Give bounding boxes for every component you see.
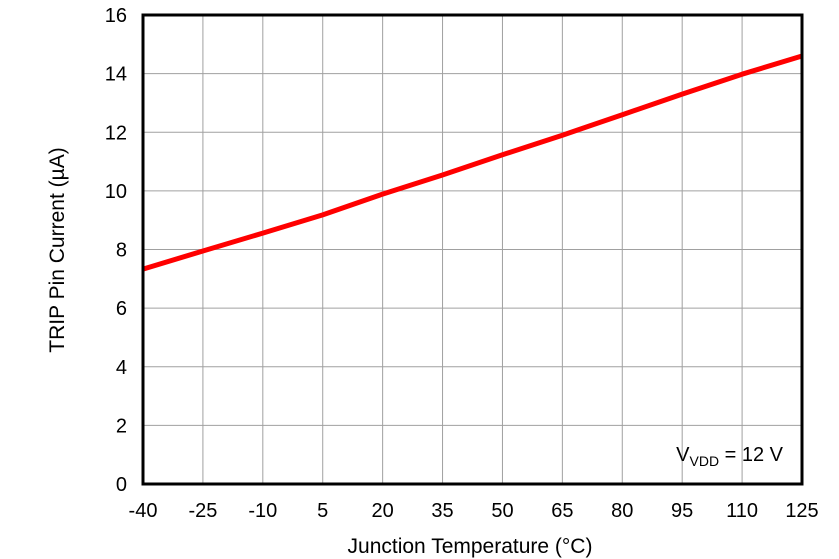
annotation-main: V xyxy=(676,444,690,466)
y-tick-label: 12 xyxy=(105,122,127,144)
x-tick-label: 110 xyxy=(726,500,758,522)
x-tick-label: -25 xyxy=(188,500,217,522)
plot-frame xyxy=(141,13,804,486)
x-tick-label: 65 xyxy=(551,500,573,522)
x-tick-label: -40 xyxy=(129,500,158,522)
y-axis-tick-labels: 0 2 4 6 8 10 12 14 16 xyxy=(105,5,127,496)
y-tick-label: 10 xyxy=(105,181,127,203)
y-tick-label: 0 xyxy=(116,474,127,496)
y-tick-label: 4 xyxy=(116,357,127,379)
x-tick-label: 125 xyxy=(785,500,818,522)
x-axis-tick-labels: -40 -25 -10 5 20 35 50 65 80 95 110 125 xyxy=(129,500,819,522)
y-tick-label: 14 xyxy=(105,64,127,86)
y-tick-label: 6 xyxy=(116,298,127,320)
y-axis-title: TRIP Pin Current (µA) xyxy=(46,147,69,352)
x-tick-label: 35 xyxy=(431,500,453,522)
y-tick-label: 16 xyxy=(105,5,127,27)
y-tick-label: 2 xyxy=(116,415,127,437)
x-tick-label: 50 xyxy=(491,500,513,522)
data-series-trip-current xyxy=(142,53,803,272)
x-axis-title: Junction Temperature (°C) xyxy=(348,535,593,558)
annotation-value: = 12 V xyxy=(719,444,784,466)
condition-annotation: VVDD = 12 V xyxy=(676,444,784,469)
x-tick-label: -10 xyxy=(248,500,277,522)
y-tick-label: 8 xyxy=(116,240,127,262)
annotation-subscript: VDD xyxy=(690,453,720,469)
series-line xyxy=(142,53,803,272)
x-tick-label: 20 xyxy=(372,500,394,522)
x-tick-label: 80 xyxy=(611,500,633,522)
x-tick-label: 5 xyxy=(317,500,328,522)
x-tick-label: 95 xyxy=(671,500,693,522)
